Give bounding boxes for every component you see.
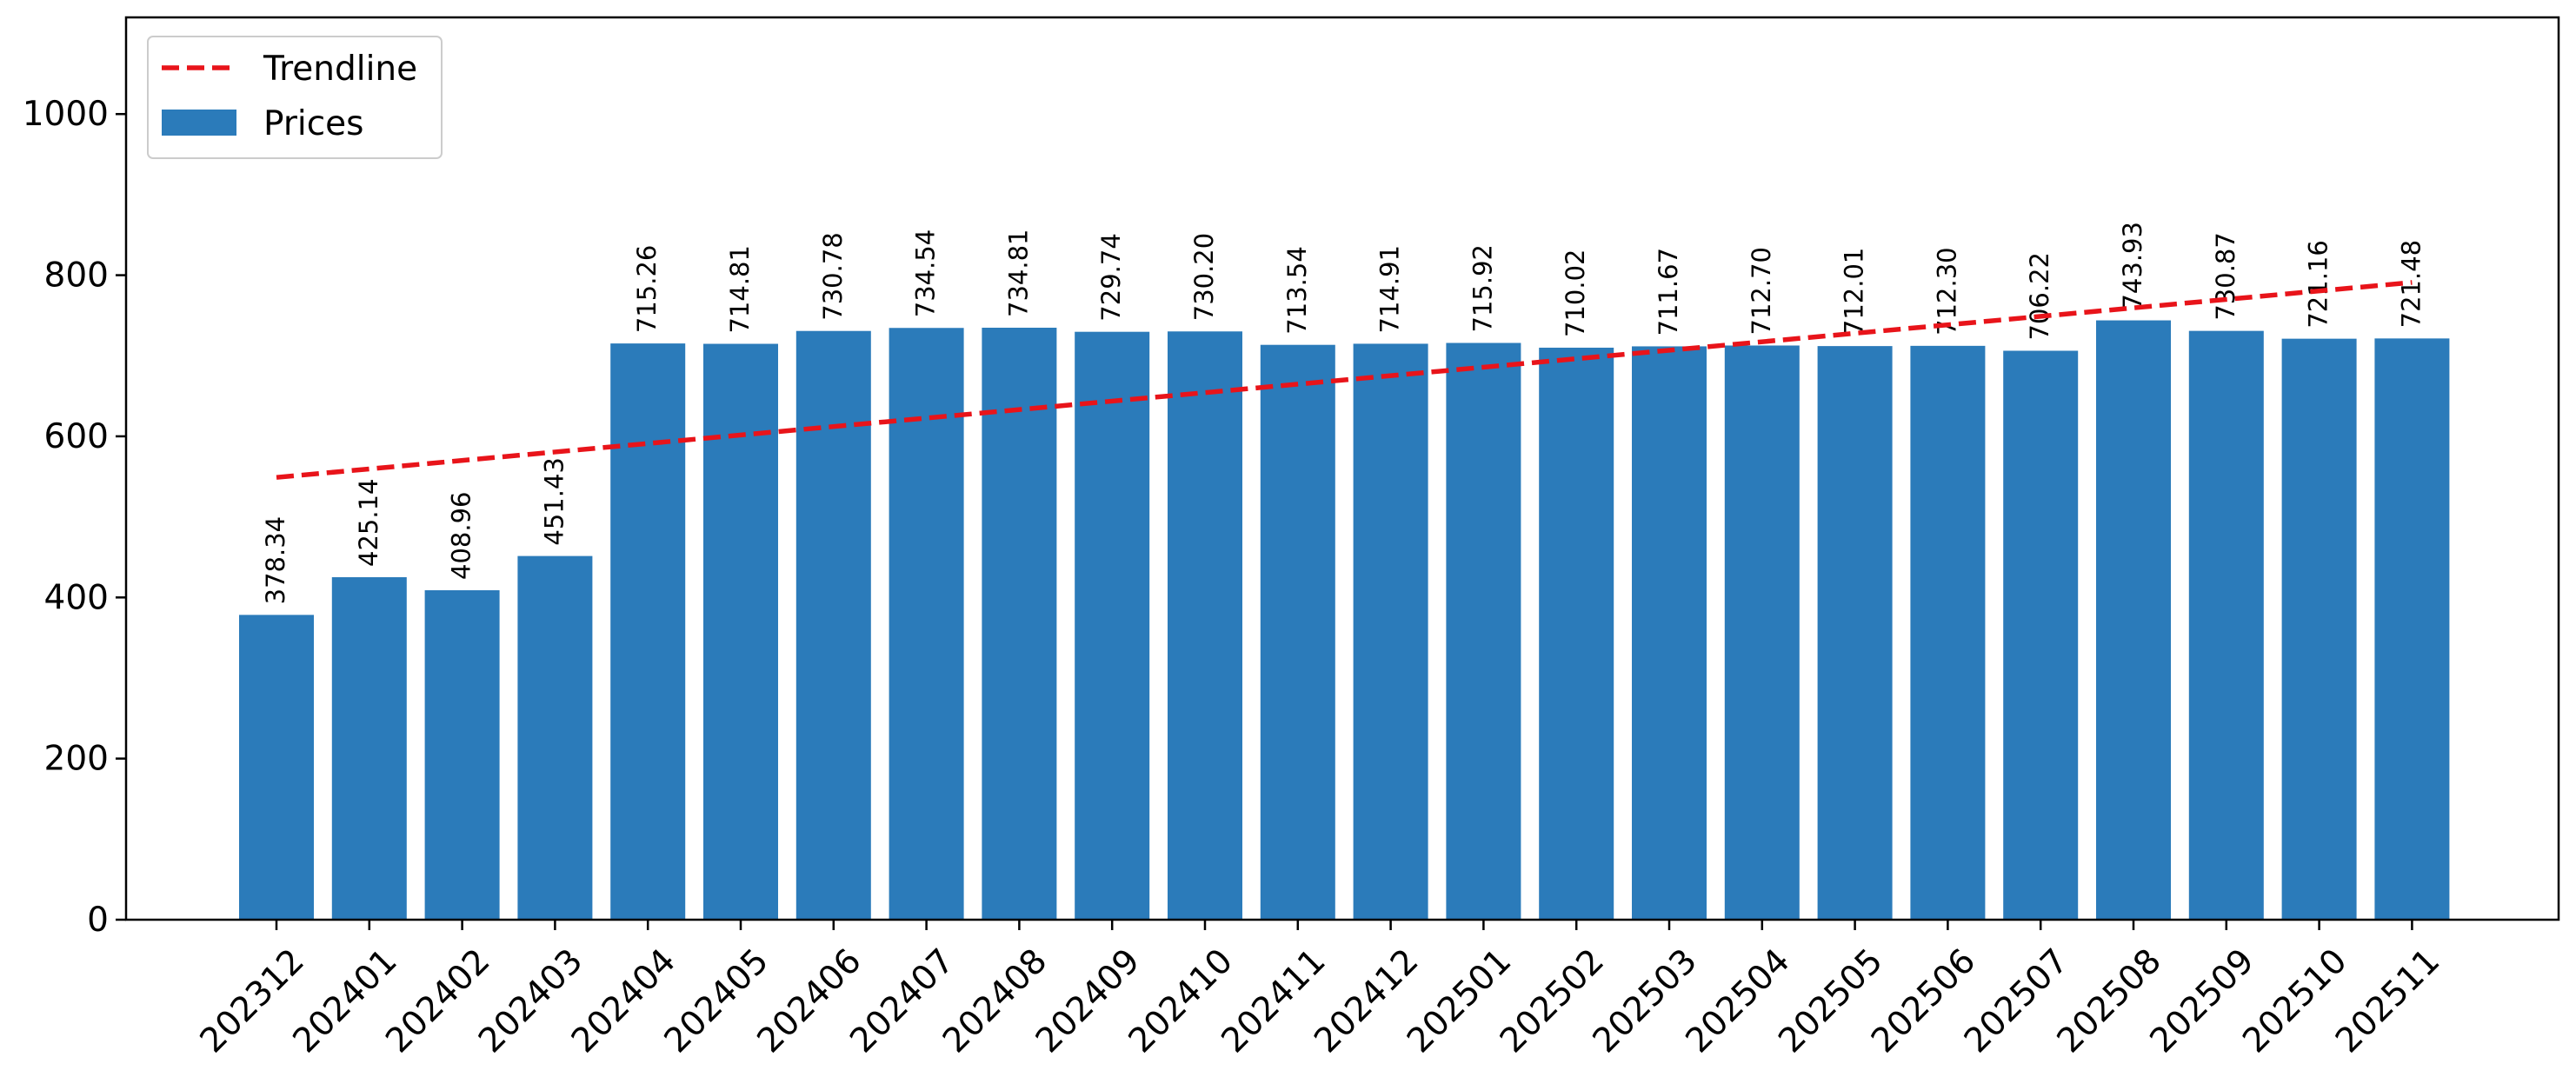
plot-frame [124,16,2560,921]
x-tick-label: 202412 [1307,941,1426,1061]
bar-202404 [610,343,686,920]
bar-202409 [1075,331,1150,920]
bar-value-label: 711.67 [1654,248,1683,336]
bar-202509 [2188,330,2264,920]
bar-202507 [2003,350,2079,921]
x-tick-label: 202408 [935,941,1055,1061]
legend-prices-swatch [162,110,236,136]
trendline-layer [276,280,2413,480]
bar-202406 [795,330,871,921]
x-tick-label: 202511 [2328,941,2447,1061]
bar-value-label: 712.30 [1932,247,1961,335]
bar-value-label: 743.93 [2118,222,2147,309]
bar-202412 [1353,343,1428,920]
y-tick-label: 800 [44,256,109,296]
bar-value-label: 425.14 [354,479,383,567]
x-tick-label: 202505 [1771,941,1890,1061]
bar-value-label: 730.87 [2211,232,2240,320]
bar-value-label: 408.96 [447,491,476,579]
y-tick-label: 200 [44,740,109,779]
x-tick-label: 202507 [1957,941,2076,1061]
y-tick-label: 600 [44,417,109,456]
x-tick-label: 202403 [471,941,590,1061]
bar-value-label: 729.74 [1096,233,1126,321]
bar-202402 [424,589,500,920]
bar-202411 [1260,344,1335,921]
bar-value-label: 710.02 [1561,249,1590,336]
legend-label: Trendline [263,50,417,89]
y-tick-label: 400 [44,578,109,617]
x-tick-label: 202501 [1400,941,1519,1061]
bar-value-label: 715.26 [632,245,662,333]
x-tick-label: 202406 [750,941,869,1061]
bar-202511 [2374,338,2450,920]
x-tick-label: 202506 [1864,941,1983,1061]
bar-202505 [1817,346,1893,921]
bar-value-label: 713.54 [1282,246,1312,334]
bars-layer [239,320,2450,921]
x-tick-label: 202404 [564,941,683,1061]
bar-value-label: 714.91 [1375,245,1405,333]
bar-202506 [1910,345,1986,920]
x-tick-label: 202407 [842,941,962,1061]
bar-value-label: 378.34 [261,516,290,604]
bar-202502 [1539,347,1614,920]
bar-value-label: 721.16 [2304,240,2333,328]
bar-value-label: 712.01 [1840,248,1869,336]
bar-value-label: 712.70 [1747,247,1776,335]
bar-202405 [703,343,778,920]
legend: Trendline Prices [147,36,443,159]
bar-value-label: 734.54 [911,229,941,317]
legend-label: Prices [263,104,363,143]
bar-labels-layer: 378.34 425.14 408.96 451.43 715.26 714.81 730.… [261,222,2426,604]
bar-202403 [517,555,593,920]
x-tick-label: 202401 [286,941,405,1061]
x-tick-label: 202504 [1679,941,1798,1061]
x-tick-label: 202410 [1122,941,1241,1061]
x-tick-label: 202502 [1493,941,1612,1061]
x-tick-label: 202503 [1586,941,1705,1061]
bar-value-label: 706.22 [2025,252,2054,340]
bar-value-label: 715.92 [1468,244,1497,332]
bar-value-label: 714.81 [725,245,755,333]
x-tick-label: 202312 [193,941,312,1061]
bar-202401 [331,576,407,920]
x-tick-label: 202409 [1028,941,1148,1061]
x-tick-label: 202510 [2235,941,2354,1061]
bar-202504 [1724,345,1800,920]
bar-value-label: 734.81 [1003,229,1033,317]
bar-202312 [239,615,314,920]
bar-value-label: 451.43 [539,457,569,545]
bar-202408 [982,327,1057,920]
x-tick-label: 202509 [2143,941,2262,1061]
x-tick-label: 202405 [657,941,776,1061]
bar-202508 [2096,320,2171,920]
bar-value-label: 730.78 [818,232,848,320]
x-tick-label: 202411 [1215,941,1334,1061]
y-tick-label: 1000 [23,95,109,134]
bar-202410 [1168,331,1242,920]
bar-202501 [1446,342,1521,920]
y-tick-label: 0 [87,901,109,940]
x-tick-label: 202402 [378,941,497,1061]
trendline [276,280,2413,480]
bar-202407 [889,328,964,920]
bar-value-label: 730.20 [1189,233,1219,321]
bar-202510 [2281,338,2357,920]
bar-202503 [1632,346,1707,920]
x-tick-label: 202508 [2050,941,2169,1061]
